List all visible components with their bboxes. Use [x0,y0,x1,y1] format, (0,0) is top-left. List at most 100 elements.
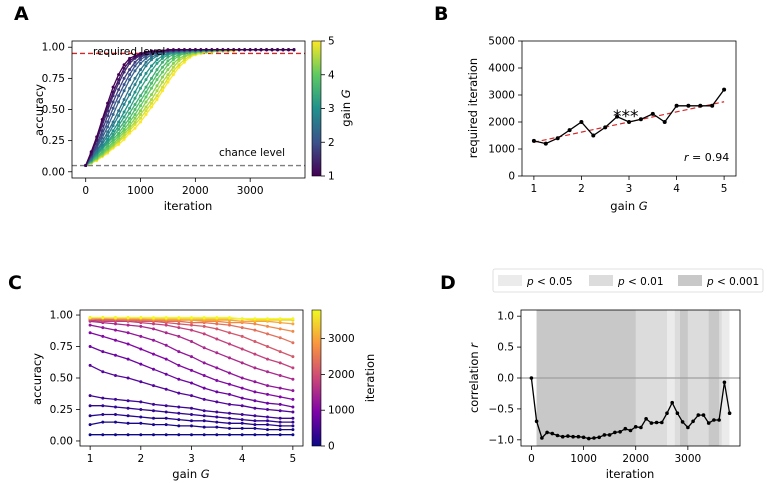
panel-c-point [202,386,206,390]
panel-b-chart: *** r = 0.94 1 2 3 4 5010002000300040005000 … [466,36,737,213]
panel-a-point [117,120,121,124]
panel-a-colorbar-tick-label: 3 [328,103,335,115]
panel-a-point [111,106,115,110]
panel-c-x-tick-label: 4 [239,453,246,465]
panel-c-point [215,322,219,326]
panel-b-point [722,87,727,92]
panel-c-point [215,379,219,382]
panel-c-point [278,416,282,420]
panel-a-point [128,116,132,120]
panel-a-point [144,90,148,94]
panel-c-point [190,406,193,410]
panel-d-point [550,431,555,436]
panel-c-point [228,411,231,415]
panel-b-y-tick-label: 5000 [488,36,515,48]
panel-b-point [531,138,536,143]
panel-a-point [166,73,170,77]
panel-c-point [202,425,206,429]
panel-c-point [278,336,282,340]
panel-a-point [122,115,126,119]
panel-c-point [215,316,219,320]
panel-a-point [171,65,175,69]
panel-a-x-tick-label: 1000 [127,185,154,197]
panel-c-point [291,420,295,424]
panel-a-colorbar-tick-label: 1 [328,171,335,183]
panel-c-point [164,323,168,327]
panel-d-x-tick-label: 1000 [570,453,597,465]
panel-d-point [727,411,732,416]
panel-a-point [117,88,121,92]
panel-a-point [128,78,132,82]
panel-c-x-label-var: G [201,467,210,481]
panel-c-point [152,316,155,320]
panel-d-point [613,430,617,435]
panel-c-point [88,316,92,320]
panel-b-y-tick-label: 3000 [488,90,515,102]
panel-c-colorbar-tick-label: 1000 [328,405,355,417]
panel-b-point [543,141,548,146]
panel-c-point [177,363,181,367]
panel-a-y-tick-label: 0.25 [42,135,65,147]
panel-d-point [566,434,570,438]
panel-d-point [696,413,701,417]
panel-c-point [164,416,168,420]
panel-b-point [638,117,643,122]
panel-c-point [101,420,105,424]
panel-c-point [278,420,282,424]
panel-a-colorbar-tick-label: 5 [328,36,335,48]
panel-d-point [618,430,622,434]
panel-c-x-axis-label: gain G [172,467,210,481]
panel-a-point [133,108,137,111]
panel-a-chart: required level chance level 0 1000 2000 300… [32,36,353,214]
panel-d-y-tick-label: 0.5 [497,342,514,354]
panel-c-point [228,356,231,360]
panel-d-point [639,425,643,430]
panel-c-point [202,346,206,350]
panel-c-point [152,367,155,371]
panel-d-point [701,413,706,417]
panel-a-point [122,66,126,70]
panel-a-point [161,85,164,89]
panel-b-x-tick-label: 1 [531,183,538,195]
panel-a-point [166,63,170,67]
panel-a-point [150,49,153,53]
panel-c-point [266,370,269,374]
panel-a-point [111,113,115,116]
panel-c-point [152,384,155,388]
panel-c-point [114,420,117,424]
panel-c-point [266,392,269,396]
panel-a-point [193,48,197,52]
panel-a-point [133,83,137,87]
panel-a-point [122,83,126,87]
panel-c-point [202,361,206,365]
panel-c-point [126,331,130,335]
panel-d-y-tick-label: 0.0 [497,373,514,385]
panel-a-point [166,59,170,63]
panel-c-point [139,362,143,366]
panel-b-point [555,136,560,141]
panel-c-point [126,376,130,380]
panel-a-point [139,116,142,120]
panel-c-point [88,363,92,367]
panel-c-point [240,396,244,400]
panel-c-point [215,410,219,414]
panel-a-point [122,120,126,124]
panel-letter-a: A [14,3,29,25]
panel-c-point [88,345,92,348]
panel-c-point [126,357,130,361]
panel-c-point [240,433,244,437]
panel-c-point [240,347,244,351]
panel-b-significance-stars: *** [613,107,639,127]
panel-c-point [139,415,143,419]
panel-b-point [627,120,631,124]
panel-a-point [171,61,175,65]
panel-b-y-axis-label: required iteration [466,58,480,158]
panel-a-point [161,80,164,84]
panel-c-point [278,361,282,365]
panel-c-point [266,332,269,336]
panel-c-point [126,323,130,327]
panel-a-point [133,69,137,73]
panel-a-point [161,60,164,64]
panel-c-point [177,418,181,422]
legend-swatch-p05 [498,275,522,286]
